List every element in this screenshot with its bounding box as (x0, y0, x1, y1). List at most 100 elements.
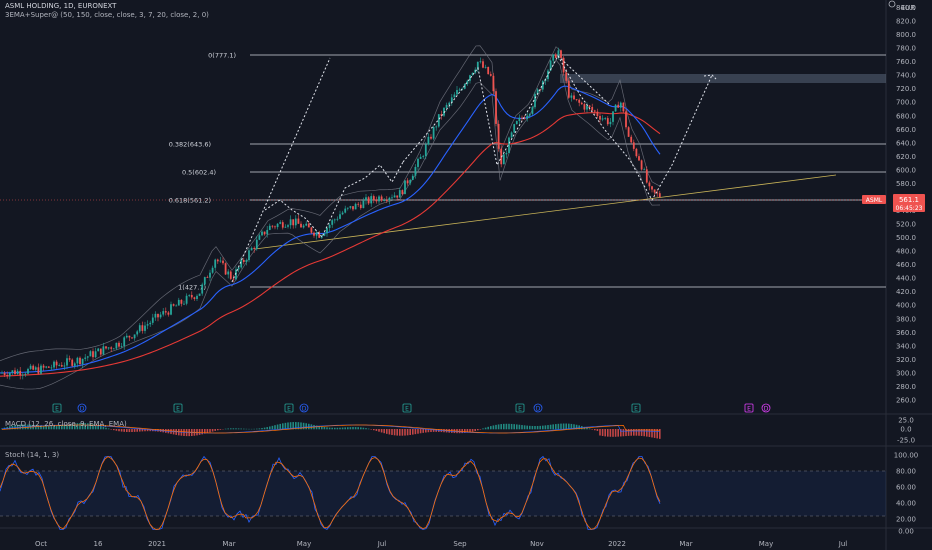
candle-body (448, 102, 451, 105)
settings-icon[interactable] (888, 0, 896, 8)
candle-body (170, 304, 172, 315)
macd-histogram-bar (81, 422, 84, 430)
candle-body (586, 105, 588, 110)
candle-body (435, 126, 438, 128)
candle-body (58, 365, 61, 366)
candle-body (81, 358, 84, 365)
candle-body (21, 374, 24, 376)
time-axis-label: Jul (377, 540, 387, 548)
event-badge-label: E (287, 406, 291, 413)
macd-histogram-bar (141, 429, 144, 432)
candle-body (534, 93, 536, 108)
macd-histogram-bar (79, 423, 81, 430)
candle-body (216, 259, 219, 262)
candle-body (393, 195, 396, 198)
price-tick-label: 360.0 (896, 329, 916, 337)
candle-body (79, 357, 81, 365)
candle-body (606, 118, 609, 125)
candle-body (102, 346, 105, 355)
macd-histogram-bar (240, 428, 242, 430)
candle-body (245, 260, 248, 262)
candle-body (242, 259, 245, 262)
macd-histogram-bar (656, 429, 658, 439)
macd-histogram-bar (204, 429, 206, 434)
resistance-zone (560, 74, 886, 83)
candle-body (29, 365, 32, 369)
earnings-badge[interactable] (744, 403, 754, 413)
candle-body (648, 182, 651, 187)
earnings-badge[interactable] (173, 403, 183, 413)
macd-tick-label: 0.0 (900, 426, 911, 434)
candle-body (596, 111, 599, 116)
candle-body (409, 179, 412, 184)
arrow-head (703, 74, 717, 80)
fib-level-label: 0.618(561.2) (169, 197, 211, 205)
projection-line (231, 57, 331, 283)
candle-body (593, 110, 596, 112)
earnings-badge[interactable] (631, 403, 641, 413)
macd-histogram-bar (102, 426, 105, 430)
candle-body (271, 225, 274, 227)
macd-histogram-bar (227, 428, 229, 430)
candle-body (578, 99, 581, 103)
macd-histogram-bar (604, 429, 606, 437)
dividend-badge[interactable] (299, 403, 309, 413)
candle-body (302, 225, 305, 228)
earnings-badge[interactable] (52, 403, 62, 413)
candle-body (196, 295, 198, 299)
macd-histogram-bar (144, 429, 146, 432)
macd-histogram-bar (565, 423, 567, 430)
candle-body (141, 325, 144, 331)
macd-histogram-bar (328, 427, 331, 430)
macd-histogram-bar (217, 429, 219, 431)
candle-body (656, 192, 659, 194)
candle-body (292, 219, 295, 226)
candle-body (398, 190, 401, 198)
macd-histogram-bar (482, 428, 484, 430)
time-axis-label: Oct (35, 540, 47, 548)
candle-body (201, 284, 204, 294)
candle-body (294, 218, 297, 226)
earnings-badge[interactable] (402, 403, 412, 413)
macd-histogram-bar (295, 422, 297, 430)
macd-histogram-bar (289, 422, 292, 430)
candle-body (159, 314, 162, 318)
event-badge-label: D (764, 406, 769, 413)
candle-body (632, 142, 635, 149)
macd-histogram-bar (336, 427, 339, 430)
event-badge-label: D (80, 406, 85, 413)
candle-body (604, 118, 607, 119)
candle-body (411, 175, 414, 180)
dividend-badge[interactable] (761, 403, 771, 413)
macd-histogram-bar (123, 429, 125, 432)
candle-body (281, 222, 284, 228)
macd-histogram-bar (354, 427, 357, 430)
candle-body (508, 137, 510, 154)
earnings-badge[interactable] (515, 403, 525, 413)
candle-body (144, 325, 146, 331)
macd-histogram-bar (607, 429, 609, 437)
earnings-badge[interactable] (284, 403, 294, 413)
dividend-badge[interactable] (77, 403, 87, 413)
macd-histogram-bar (68, 424, 71, 430)
macd-histogram-bar (461, 429, 463, 434)
dividend-badge[interactable] (533, 403, 543, 413)
candle-body (154, 313, 157, 318)
stoch-label: Stoch (14, 1, 3) (5, 451, 60, 459)
macd-histogram-bar (9, 426, 11, 430)
candle-body (128, 335, 131, 338)
price-tick-label: 620.0 (896, 153, 916, 161)
time-axis-label: 2021 (148, 540, 166, 548)
candle-body (84, 357, 87, 359)
macd-histogram-bar (365, 428, 367, 430)
candle-body (253, 247, 256, 249)
candle-body (482, 61, 484, 68)
macd-histogram-bar (326, 427, 328, 430)
candle-body (422, 156, 425, 158)
price-tick-label: 760.0 (896, 58, 916, 66)
candle-body (289, 219, 292, 226)
candle-body (318, 232, 321, 238)
candle-body (131, 337, 133, 339)
macd-histogram-bar (638, 429, 640, 436)
